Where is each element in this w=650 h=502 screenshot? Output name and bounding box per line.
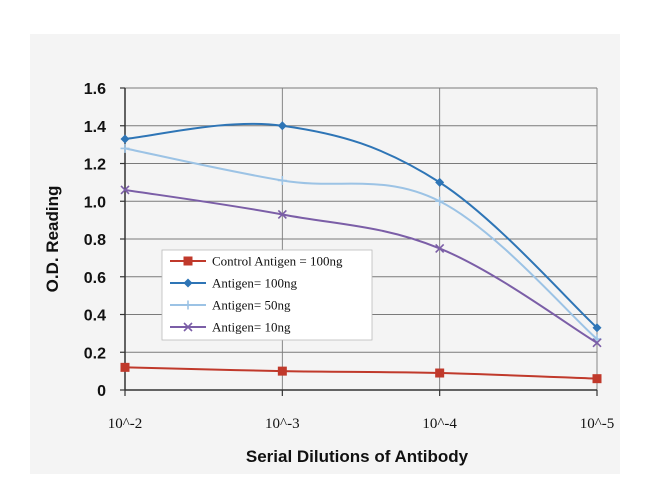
data-point: [435, 368, 445, 378]
y-tick-label: 1.6: [84, 81, 106, 98]
x-tick-label: 10^-2: [108, 416, 143, 432]
y-tick-label: 0: [97, 383, 106, 400]
x-tick-labels: 10^-2 10^-3 10^-4 10^-5: [108, 390, 615, 432]
y-tick-label: 1.0: [84, 194, 106, 211]
y-tick-label: 1.2: [84, 157, 106, 174]
legend-label: Antigen= 10ng: [212, 320, 291, 335]
data-point: [120, 143, 130, 153]
series-lines: [120, 121, 602, 384]
y-tick-label: 1.4: [84, 119, 106, 136]
data-point: [592, 323, 602, 333]
legend: Control Antigen = 100ng Antigen= 100ng Ant…: [161, 249, 373, 341]
data-point: [183, 300, 193, 310]
data-point: [120, 362, 130, 372]
x-tick-label: 10^-3: [265, 416, 300, 432]
data-point: [183, 278, 193, 288]
series-line: [124, 188, 598, 344]
series-line: [124, 122, 598, 329]
series-1: [120, 362, 602, 384]
x-tick-label: 10^-4: [422, 416, 457, 432]
data-point: [183, 322, 193, 332]
legend-box: [161, 249, 373, 341]
data-point: [277, 121, 287, 131]
series-2: [120, 121, 602, 333]
data-point: [592, 338, 602, 348]
y-tick-label: 0.4: [84, 308, 106, 325]
grid-lines: [124, 87, 598, 391]
data-point: [435, 177, 445, 187]
data-point: [183, 256, 193, 266]
legend-label: Antigen= 50ng: [212, 298, 291, 313]
y-tick-label: 0.6: [84, 270, 106, 287]
series-line: [124, 147, 598, 340]
data-point: [435, 196, 445, 206]
y-tick-labels: 0 0.2 0.4 0.6 0.8 1.0 1.2 1.4 1.6: [84, 81, 125, 400]
data-point: [277, 209, 287, 220]
legend-label: Antigen= 100ng: [212, 276, 297, 291]
series-4: [120, 185, 602, 348]
data-point: [277, 366, 287, 376]
y-axis-title: O.D. Reading: [43, 186, 62, 293]
series-line: [124, 366, 598, 380]
y-tick-label: 0.2: [84, 345, 106, 362]
data-point: [120, 134, 130, 144]
data-point: [277, 175, 287, 185]
legend-label: Control Antigen = 100ng: [212, 254, 343, 269]
y-tick-label: 0.8: [84, 232, 106, 249]
x-tick-label: 10^-5: [580, 416, 615, 432]
x-axis-title: Serial Dilutions of Antibody: [246, 447, 469, 466]
data-point: [592, 374, 602, 384]
data-point: [435, 243, 445, 254]
data-point: [120, 185, 130, 195]
series-3: [120, 143, 602, 344]
